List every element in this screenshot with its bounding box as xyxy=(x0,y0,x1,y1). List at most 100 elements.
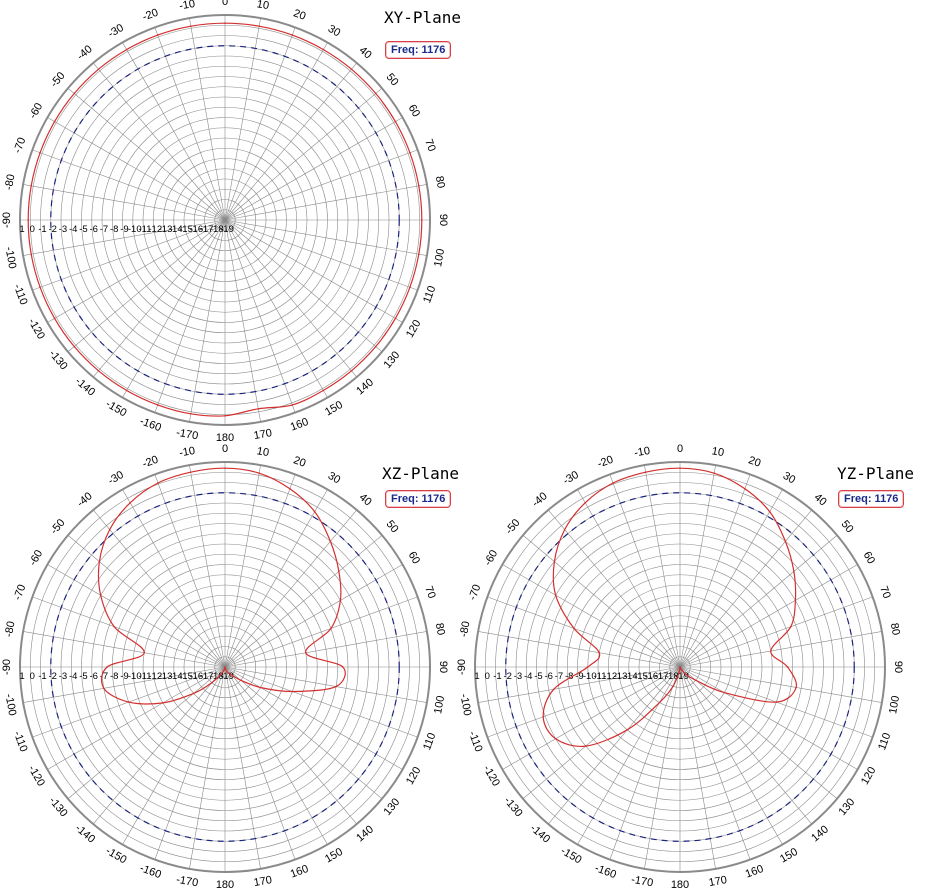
xy-angle-tick-label: -170 xyxy=(175,427,199,443)
yz-pattern-point xyxy=(584,745,587,747)
xy-angle-tick-label: 80 xyxy=(433,175,447,189)
xz-angle-tick-label: 90 xyxy=(437,661,449,673)
xy-pattern-point xyxy=(374,92,377,95)
xy-radial-tick-label: -11 xyxy=(138,224,151,235)
xy-radial-tick-label: 0 xyxy=(30,224,35,235)
xz-angle-tick-label: -100 xyxy=(3,693,19,717)
xz-pattern-point xyxy=(339,599,342,602)
xy-angle-tick-label: -50 xyxy=(48,70,67,90)
xy-pattern-point xyxy=(350,369,353,372)
xz-radial-tick-label: -5 xyxy=(79,671,87,682)
xz-pattern-point xyxy=(129,501,131,504)
xz-grid-spoke xyxy=(224,509,358,668)
xz-angle-tick-label: -30 xyxy=(106,469,126,487)
xy-angle-tick-label: 170 xyxy=(253,427,273,442)
yz-angle-tick-label: 90 xyxy=(892,661,904,673)
xy-pattern-point xyxy=(190,25,192,27)
xz-pattern-point xyxy=(313,510,316,513)
xz-pattern-point xyxy=(192,692,195,695)
xz-plane-title: XZ-Plane xyxy=(382,464,460,483)
xz-angle-tick-label: 100 xyxy=(432,695,447,715)
xy-angle-tick-label: -80 xyxy=(3,173,18,191)
xz-angle-tick-label: -160 xyxy=(138,862,163,881)
xy-pattern-point xyxy=(39,151,41,154)
xy-plane-polar-plot: 1 0 -1 -2 -3 -4 -5 -6 -7 -8 -9 -10-11-12-13-14-15-1… xyxy=(1,0,449,444)
xz-grid-spoke xyxy=(67,666,226,800)
yz-radial-tick-label: -8 xyxy=(565,671,573,682)
xy-plane-title: XY-Plane xyxy=(384,8,462,27)
xz-angle-tick-label: 20 xyxy=(292,454,308,469)
xz-angle-tick-label: 60 xyxy=(406,550,423,567)
xz-angle-tick-label: 30 xyxy=(326,470,343,487)
xz-grid-spoke xyxy=(224,666,358,825)
yz-grid-spoke xyxy=(679,666,716,869)
xz-grid-spoke xyxy=(23,666,226,703)
xz-grid-spoke xyxy=(224,666,328,845)
yz-angle-tick-label: -110 xyxy=(466,730,485,754)
xz-pattern-point xyxy=(223,668,226,670)
xz-radial-tick-label: -3 xyxy=(59,671,67,682)
xz-radial-tick-label: 1 xyxy=(19,671,24,682)
yz-angle-tick-label: 20 xyxy=(747,454,763,469)
yz-pattern-point xyxy=(786,666,789,668)
xz-pattern-point xyxy=(224,467,226,469)
yz-pattern-point xyxy=(563,528,566,531)
xz-pattern-point xyxy=(227,672,230,675)
yz-pattern-point xyxy=(554,594,557,597)
yz-pattern-point xyxy=(723,691,726,694)
xy-pattern-point xyxy=(350,68,353,71)
xy-pattern-point xyxy=(224,414,226,417)
xy-angle-tick-label: -10 xyxy=(178,0,196,13)
xy-radial-tick-label: -1 xyxy=(38,224,46,235)
xz-grid-spoke xyxy=(122,666,226,845)
yz-angle-tick-label: 100 xyxy=(887,695,902,715)
xy-pattern-point xyxy=(322,48,325,51)
yz-pattern-point xyxy=(694,679,697,681)
yz-pattern-point xyxy=(612,482,614,484)
yz-grid-spoke xyxy=(502,564,681,668)
xy-angle-tick-label: -40 xyxy=(75,43,95,62)
yz-angle-tick-label: 180 xyxy=(671,879,689,891)
xy-pattern-point xyxy=(97,369,100,372)
xy-pattern-point xyxy=(53,317,56,320)
xy-grid-spoke xyxy=(224,219,296,413)
xz-pattern-point xyxy=(106,666,108,668)
xy-angle-tick-label: 100 xyxy=(432,248,447,268)
xz-pattern-point xyxy=(113,625,116,628)
xy-pattern-point xyxy=(27,219,30,221)
xy-angle-tick-label: 180 xyxy=(216,432,234,444)
yz-pattern-point xyxy=(793,570,795,573)
xy-grid-spoke xyxy=(23,184,226,221)
xz-grid-spoke xyxy=(224,465,261,668)
xz-grid-spoke xyxy=(23,631,226,668)
xz-radial-tick-label: -16 xyxy=(189,671,203,682)
xz-angle-tick-label: 70 xyxy=(422,585,437,601)
yz-radial-tick-label: -6 xyxy=(545,671,553,682)
xy-pattern-point xyxy=(257,407,260,410)
yz-radial-tick-label: -9 xyxy=(575,671,583,682)
xy-radial-tick-label: -2 xyxy=(49,224,57,235)
yz-grid-spoke xyxy=(522,666,681,800)
xy-radial-tick-label: -4 xyxy=(69,224,77,235)
yz-grid-spoke xyxy=(679,564,858,668)
yz-pattern-point xyxy=(542,715,545,718)
xy-angle-tick-label: -150 xyxy=(104,398,129,419)
yz-grid-spoke xyxy=(679,666,751,860)
yz-pattern-point xyxy=(685,674,688,676)
xz-radial-tick-label: -7 xyxy=(100,671,108,682)
xz-angle-tick-label: -130 xyxy=(46,795,69,820)
xy-pattern-point xyxy=(409,151,411,154)
xy-pattern-point xyxy=(53,120,56,123)
xy-grid-spoke xyxy=(224,18,261,221)
xz-angle-tick-label: -10 xyxy=(178,445,196,460)
yz-grid-spoke xyxy=(644,465,681,668)
xz-angle-tick-label: 160 xyxy=(289,863,310,881)
xz-angle-tick-label: 140 xyxy=(354,823,376,844)
yz-angle-tick-label: 50 xyxy=(839,518,856,535)
xz-angle-tick-label: 150 xyxy=(323,846,345,866)
yz-radial-tick-label: -1 xyxy=(493,671,501,682)
xy-grid-spoke xyxy=(224,184,427,221)
xy-angle-tick-label: 120 xyxy=(404,318,424,340)
yz-angle-tick-label: 60 xyxy=(861,550,878,567)
yz-angle-tick-label: -40 xyxy=(530,490,550,509)
